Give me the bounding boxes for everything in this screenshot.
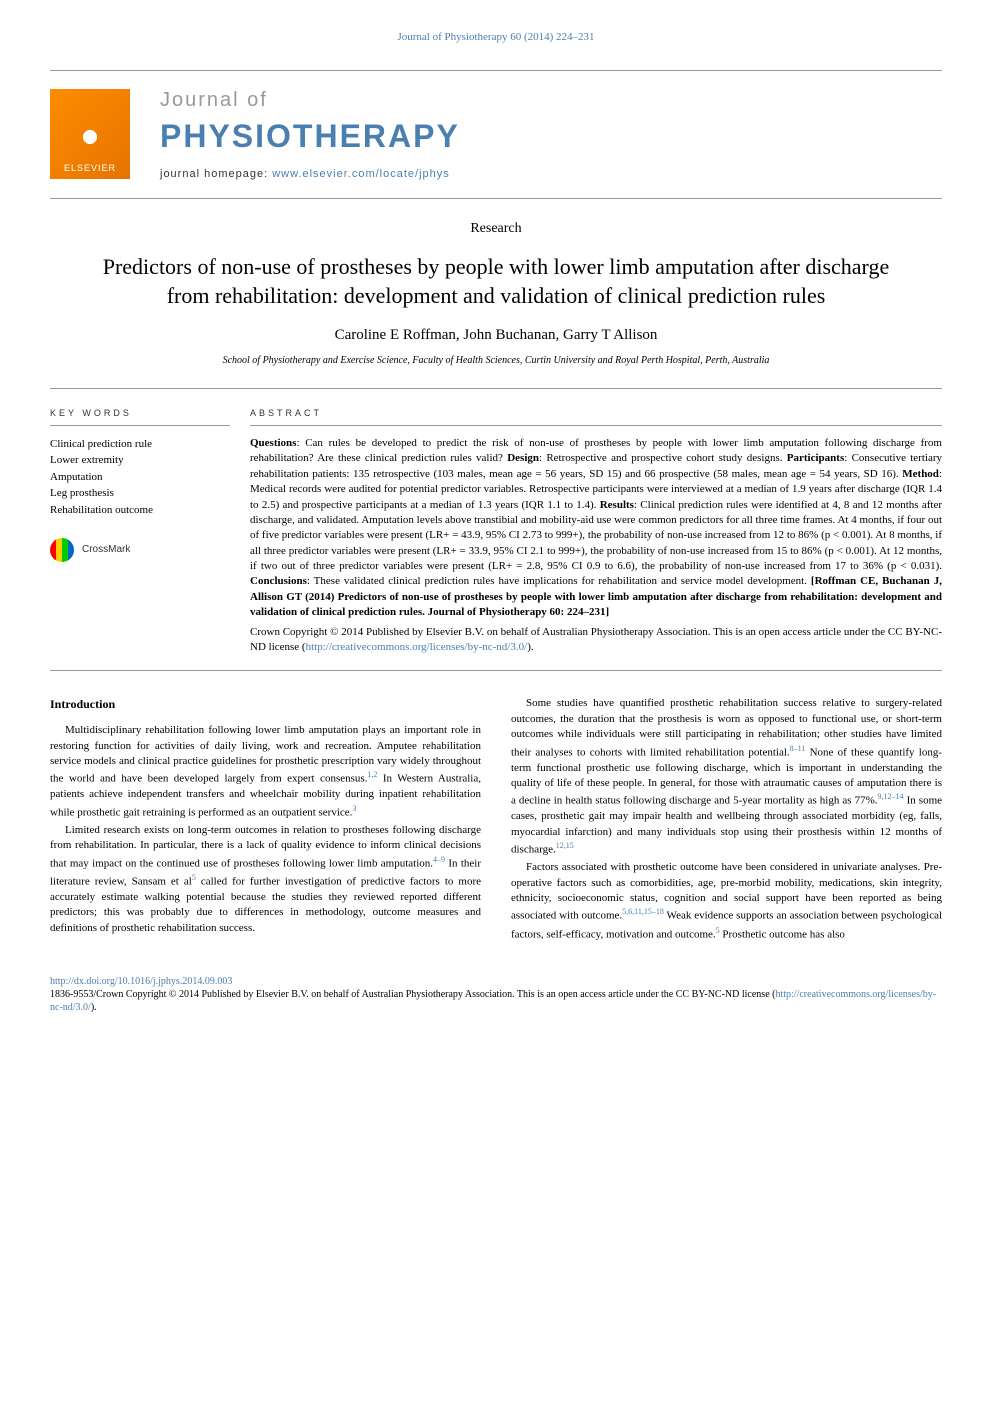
footer-issn: 1836-9553/Crown Copyright © 2014 Publish… (50, 989, 775, 1000)
citation-ref[interactable]: 1,2 (367, 770, 377, 779)
keyword-item: Amputation (50, 469, 230, 486)
body-paragraph: Multidisciplinary rehabilitation followi… (50, 723, 481, 821)
journal-name: PHYSIOTHERAPY (160, 114, 942, 159)
abstract-copyright-end: ). (527, 641, 533, 653)
elsevier-label: ELSEVIER (64, 162, 116, 175)
citation-ref[interactable]: 3 (352, 804, 356, 813)
article-title: Predictors of non-use of prostheses by p… (90, 253, 902, 310)
abstract-copyright-line: Crown Copyright © 2014 Published by Else… (250, 625, 942, 656)
elsevier-logo: ELSEVIER (50, 89, 130, 179)
body-paragraph: Limited research exists on long-term out… (50, 823, 481, 936)
journal-citation-header: Journal of Physiotherapy 60 (2014) 224–2… (50, 30, 942, 45)
abstract-column: ABSTRACT Questions: Can rules be develop… (250, 404, 942, 655)
journal-title-block: Journal of PHYSIOTHERAPY journal homepag… (160, 86, 942, 182)
doi-link[interactable]: http://dx.doi.org/10.1016/j.jphys.2014.0… (50, 975, 942, 988)
authors: Caroline E Roffman, John Buchanan, Garry… (50, 325, 942, 346)
footer: http://dx.doi.org/10.1016/j.jphys.2014.0… (50, 975, 942, 1014)
abstract-participants-label: Participants (787, 452, 844, 464)
para-text: Limited research exists on long-term out… (50, 824, 481, 869)
body-section: Introduction Multidisciplinary rehabilit… (50, 696, 942, 944)
keywords-label: KEY WORDS (50, 407, 230, 426)
abstract-method-label: Method (902, 468, 939, 480)
license-link[interactable]: http://creativecommons.org/licenses/by-n… (306, 641, 528, 653)
abstract-label: ABSTRACT (250, 407, 942, 426)
keyword-item: Lower extremity (50, 452, 230, 469)
abstract-design-label: Design (507, 452, 539, 464)
body-column-right: Some studies have quantified prosthetic … (511, 696, 942, 944)
body-column-left: Introduction Multidisciplinary rehabilit… (50, 696, 481, 944)
abstract-conclusions: : These validated clinical prediction ru… (307, 575, 811, 587)
keyword-item: Clinical prediction rule (50, 436, 230, 453)
crossmark-badge[interactable]: CrossMark (50, 538, 230, 562)
journal-of-label: Journal of (160, 86, 942, 114)
homepage-link[interactable]: www.elsevier.com/locate/jphys (272, 168, 450, 180)
keyword-item: Leg prosthesis (50, 485, 230, 502)
abstract-conclusions-label: Conclusions (250, 575, 307, 587)
affiliation: School of Physiotherapy and Exercise Sci… (50, 354, 942, 368)
abstract-design: : Retrospective and prospective cohort s… (539, 452, 787, 464)
citation-ref[interactable]: 5,6,11,15–18 (622, 907, 664, 916)
elsevier-tree-icon (65, 112, 115, 162)
footer-issn-end: ). (91, 1002, 97, 1013)
homepage-label: journal homepage: (160, 168, 272, 180)
keywords-column: KEY WORDS Clinical prediction rule Lower… (50, 404, 250, 655)
article-type: Research (50, 219, 942, 239)
citation-ref[interactable]: 12,15 (556, 841, 574, 850)
intro-heading: Introduction (50, 696, 481, 713)
citation-ref[interactable]: 9,12–14 (878, 792, 904, 801)
masthead: ELSEVIER Journal of PHYSIOTHERAPY journa… (50, 70, 942, 198)
abstract-text: Questions: Can rules be developed to pre… (250, 436, 942, 655)
crossmark-icon (50, 538, 74, 562)
keywords-list: Clinical prediction rule Lower extremity… (50, 436, 230, 519)
abstract-results-label: Results (600, 499, 634, 511)
body-paragraph: Factors associated with prosthetic outco… (511, 860, 942, 942)
para-text: Prosthetic outcome has also (720, 928, 845, 940)
metadata-section: KEY WORDS Clinical prediction rule Lower… (50, 388, 942, 671)
journal-homepage: journal homepage: www.elsevier.com/locat… (160, 167, 942, 182)
body-paragraph: Some studies have quantified prosthetic … (511, 696, 942, 858)
footer-issn-line: 1836-9553/Crown Copyright © 2014 Publish… (50, 988, 942, 1014)
citation-ref[interactable]: 4–9 (433, 855, 445, 864)
abstract-questions-label: Questions (250, 437, 296, 449)
keyword-item: Rehabilitation outcome (50, 502, 230, 519)
citation-ref[interactable]: 8–11 (790, 744, 806, 753)
crossmark-label: CrossMark (82, 543, 130, 557)
